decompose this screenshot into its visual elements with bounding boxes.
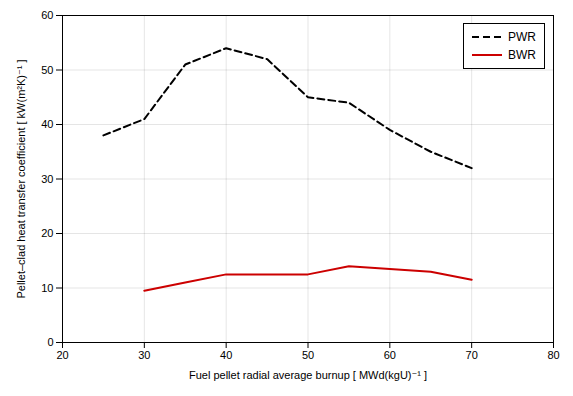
svg-text:10: 10: [41, 282, 53, 294]
html-text:BWR: BWR: [508, 48, 536, 62]
svg-text:60: 60: [41, 9, 53, 21]
html-text:PWR: PWR: [508, 30, 536, 44]
svg-text:40: 40: [220, 349, 232, 361]
svg-text:50: 50: [302, 349, 314, 361]
svg-text:Pellet–clad heat transfer coef: Pellet–clad heat transfer coefficient [ …: [15, 59, 27, 298]
svg-text:20: 20: [41, 227, 53, 239]
svg-text:30: 30: [41, 173, 53, 185]
svg-text:20: 20: [56, 349, 68, 361]
svg-text:70: 70: [466, 349, 478, 361]
svg-text:Fuel pellet radial average bur: Fuel pellet radial average burnup [ MWd(…: [189, 369, 427, 381]
svg-text:50: 50: [41, 64, 53, 76]
svg-text:80: 80: [547, 349, 559, 361]
svg-text:60: 60: [384, 349, 396, 361]
svg-text:40: 40: [41, 118, 53, 130]
svg-text:0: 0: [47, 336, 53, 348]
svg-text:30: 30: [138, 349, 150, 361]
